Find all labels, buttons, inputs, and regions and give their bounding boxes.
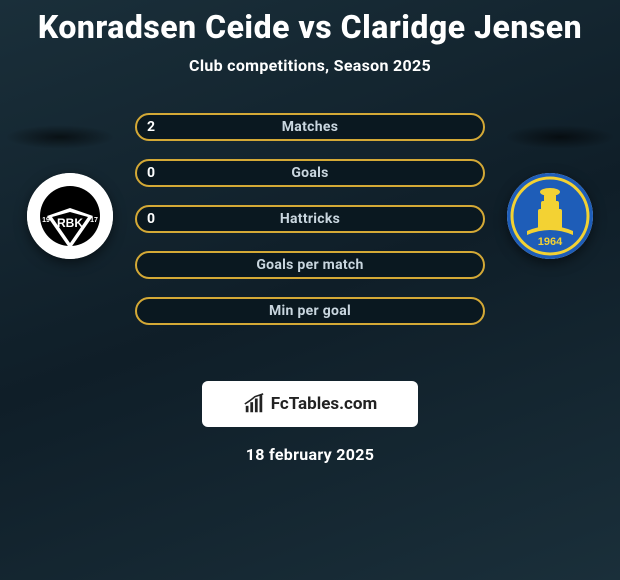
svg-text:RBK: RBK [57,216,83,230]
stat-label: Matches [137,119,483,135]
stat-label: Goals per match [137,257,483,273]
stat-bar-matches: 2 Matches [135,113,485,141]
player-shadow-right [505,125,615,149]
stat-left-value: 2 [147,119,155,135]
stat-label: Goals [137,165,483,181]
svg-text:19: 19 [42,217,50,224]
comparison-stage: RBK 19 17 1964 2 Matches 0 Goals 0 H [0,113,620,363]
stat-left-value: 0 [147,211,155,227]
player-shadow-left [5,125,115,149]
brand-name: FcTables.com [271,394,377,414]
stat-left-value: 0 [147,165,155,181]
date-text: 18 february 2025 [0,445,620,464]
page-title: Konradsen Ceide vs Claridge Jensen [0,0,620,46]
subtitle: Club competitions, Season 2025 [0,56,620,75]
stat-label: Min per goal [137,303,483,319]
club-badge-left: RBK 19 17 [27,173,113,259]
club-badge-right: 1964 [507,173,593,259]
stat-bar-min-per-goal: Min per goal [135,297,485,325]
stat-bar-goals: 0 Goals [135,159,485,187]
svg-text:1964: 1964 [538,236,563,248]
brand-box[interactable]: FcTables.com [202,381,418,427]
svg-text:17: 17 [90,217,98,224]
stat-label: Hattricks [137,211,483,227]
stat-bars: 2 Matches 0 Goals 0 Hattricks Goals per … [135,113,485,325]
stat-bar-goals-per-match: Goals per match [135,251,485,279]
stat-bar-hattricks: 0 Hattricks [135,205,485,233]
chart-icon [243,393,265,415]
